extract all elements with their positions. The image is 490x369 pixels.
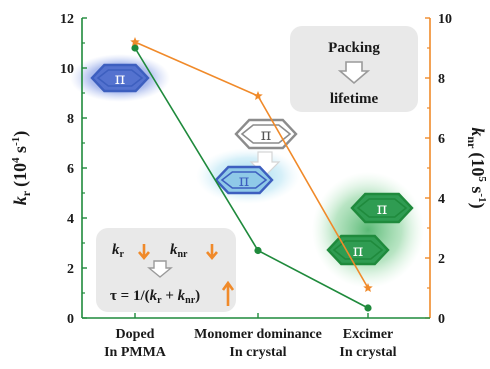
knr-data-point	[130, 37, 140, 47]
left-tick-label: 12	[60, 12, 74, 27]
left-tick-label: 6	[67, 162, 74, 177]
glow-excimer	[312, 172, 424, 288]
benzene-excimer-top-icon: π	[350, 192, 414, 224]
right-tick-label: 6	[438, 132, 445, 147]
kr-label: kr	[112, 242, 125, 260]
right-tick-label: 4	[438, 192, 445, 207]
right-tick-label: 2	[438, 252, 445, 267]
tau-up-arrow-icon	[221, 280, 235, 306]
category-label: In crystal	[229, 345, 286, 360]
benzene-monomer-bottom-icon: π	[214, 165, 274, 195]
pi-symbol: π	[353, 241, 364, 260]
category-label: Doped	[116, 327, 155, 342]
right-axis-label: knr(105 s-1)	[465, 127, 488, 208]
category-label: Monomer dominance	[194, 327, 322, 342]
kr-data-point	[131, 44, 139, 52]
benzene-doped-icon: π	[90, 63, 150, 93]
left-tick-label: 10	[60, 62, 74, 77]
left-axis: 0 2 4 6 8 10 12	[60, 12, 87, 327]
rate-box: kr knr τ = 1/(kr + knr)	[96, 228, 236, 312]
tau-formula: τ = 1/(kr + knr)	[110, 288, 200, 306]
category-label: In crystal	[339, 345, 396, 360]
down-arrow-icon	[337, 61, 371, 85]
right-tick-label: 0	[438, 312, 445, 327]
right-tick-label: 10	[438, 12, 452, 27]
pi-symbol: π	[261, 125, 272, 144]
left-tick-label: 0	[67, 312, 74, 327]
lifetime-label: lifetime	[330, 91, 379, 107]
x-axis: Doped In PMMA Monomer dominance In crystal E…	[82, 313, 430, 360]
left-axis-label: kr(104 s-1)	[10, 131, 33, 206]
category-label: In PMMA	[104, 345, 167, 360]
right-tick-label: 8	[438, 72, 445, 87]
benzene-monomer-top-icon: π	[234, 118, 298, 150]
left-tick-label: 2	[67, 262, 74, 277]
packing-label: Packing	[328, 40, 380, 56]
left-tick-label: 4	[67, 212, 74, 227]
pi-symbol: π	[115, 69, 126, 88]
knr-down-arrow-icon	[206, 244, 218, 261]
down-arrow-icon-small	[147, 260, 173, 278]
pi-symbol: π	[239, 171, 250, 190]
knr-data-point	[363, 283, 373, 293]
knr-data-point	[253, 91, 263, 101]
pi-symbol: π	[377, 199, 388, 218]
monomer-down-arrow-icon	[249, 151, 281, 177]
knr-label: knr	[170, 242, 188, 260]
kr-down-arrow-icon	[138, 244, 150, 261]
kr-data-point	[254, 246, 262, 255]
packing-box: Packing lifetime	[290, 26, 418, 112]
kr-data-point	[364, 304, 372, 312]
left-tick-label: 8	[67, 112, 74, 127]
category-label: Excimer	[343, 327, 394, 342]
right-axis: 0 2 4 6 8 10	[425, 12, 452, 327]
benzene-excimer-bottom-icon: π	[326, 234, 390, 266]
